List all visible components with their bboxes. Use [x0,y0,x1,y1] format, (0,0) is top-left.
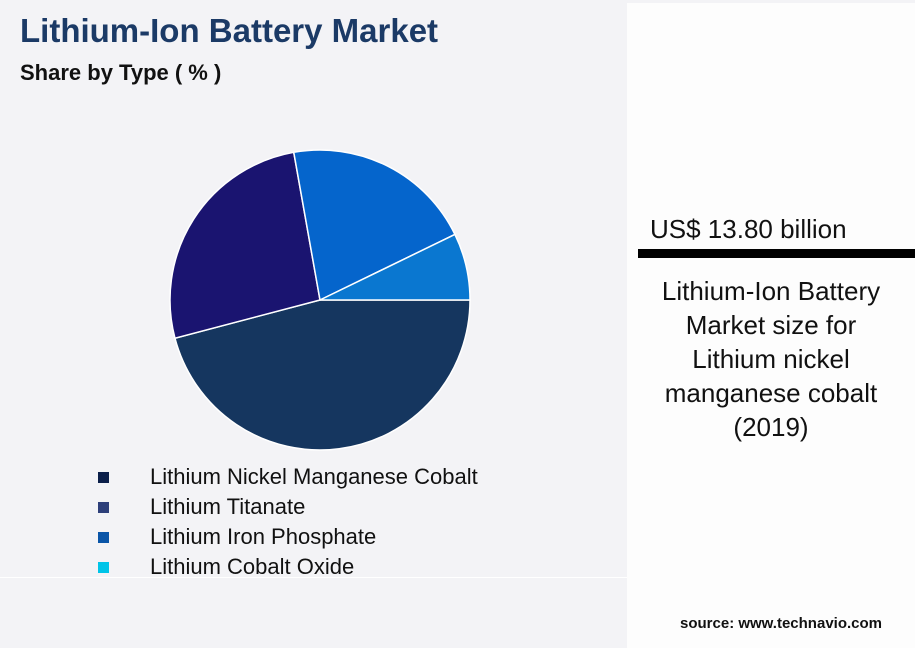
description-line: (2019) [733,412,809,442]
legend-item: Lithium Iron Phosphate [98,522,478,552]
pie-slice-lithium-cobalt-oxide [319,233,471,301]
value-underline [638,249,915,258]
pie-slice-lithium-nickel-manganese-cobalt [174,299,471,451]
divider [0,577,627,578]
side-panel [627,3,915,648]
legend-swatch [98,561,109,573]
source-credit: source: www.technavio.com [680,615,882,632]
description-line: Lithium-Ion Battery [661,276,881,306]
pie-slice-lithium-iron-phosphate [292,149,456,302]
legend-label: Lithium Nickel Manganese Cobalt [150,464,478,489]
legend-label: Lithium Cobalt Oxide [150,554,355,579]
legend-label: Lithium Titanate [150,494,306,519]
market-description: Lithium-Ion Battery Market size for Lith… [627,274,915,444]
legend: Lithium Nickel Manganese Cobalt Lithium … [98,462,478,582]
market-value: US$ 13.80 billion [650,214,847,244]
legend-item: Lithium Titanate [98,492,478,522]
chart-subtitle: Share by Type ( % ) [20,60,222,85]
legend-swatch [98,531,109,543]
description-line: Lithium nickel [692,344,850,374]
description-line: manganese cobalt [664,378,878,408]
legend-swatch [98,501,109,513]
pie-chart [169,149,471,451]
legend-label: Lithium Iron Phosphate [150,524,377,549]
legend-swatch [98,471,109,483]
pie-slice-lithium-titanate [169,151,321,340]
chart-title: Lithium-Ion Battery Market [20,12,439,49]
legend-item: Lithium Cobalt Oxide [98,552,478,582]
description-line: Market size for [685,310,857,340]
legend-item: Lithium Nickel Manganese Cobalt [98,462,478,492]
